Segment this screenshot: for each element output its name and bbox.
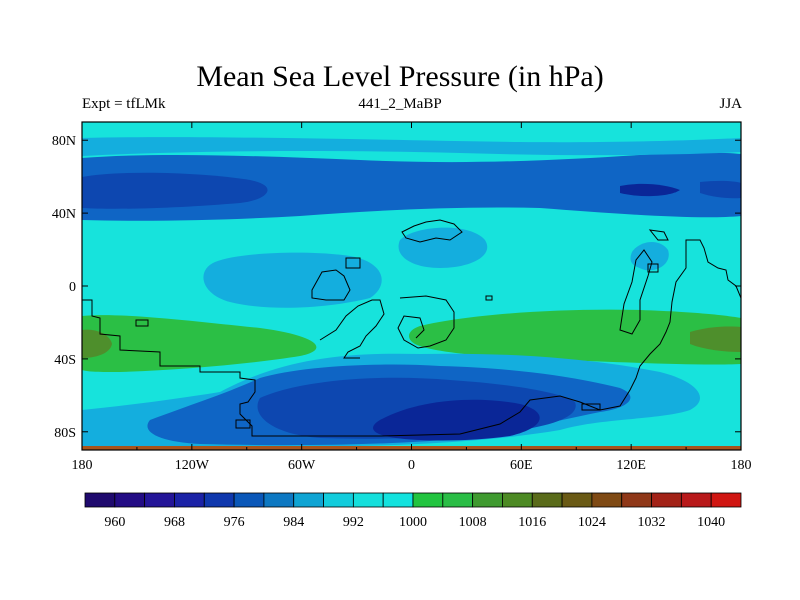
- colorbar-swatch: [203, 492, 235, 508]
- subtropical-high-east-core: [690, 326, 741, 352]
- colorbar-swatch: [710, 492, 742, 508]
- colorbar-swatch: [382, 492, 414, 508]
- colorbar-swatch: [442, 492, 474, 508]
- y-tick-label: 0: [69, 280, 76, 295]
- subtropical-high-east: [408, 309, 741, 365]
- experiment-label: Expt = tfLMk: [82, 96, 166, 112]
- colorbar-swatch: [680, 492, 712, 508]
- subtropical-high-west-core: [82, 329, 112, 358]
- colorbar-label: 1000: [399, 515, 427, 530]
- north-low-core-east2: [700, 180, 741, 199]
- colorbar-label: 1040: [697, 515, 725, 530]
- y-tick-label: 40S: [54, 353, 76, 368]
- colorbar-label: 1016: [518, 515, 546, 530]
- season-label: JJA: [719, 96, 742, 112]
- colorbar-swatch: [621, 492, 652, 508]
- colorbar-swatch: [352, 492, 384, 508]
- colorbar-label: 1024: [578, 515, 606, 530]
- pressure-field: [82, 122, 741, 450]
- colorbar-swatch: [412, 492, 444, 508]
- north-low-band: [82, 152, 741, 221]
- colorbar-swatch: [233, 492, 265, 508]
- colorbar-label: 976: [224, 515, 245, 530]
- colorbar-swatch: [591, 492, 623, 508]
- colorbar-swatch: [263, 492, 295, 508]
- colorbar-swatch: [293, 492, 324, 508]
- north-low-core-east: [620, 183, 680, 197]
- y-tick-label: 80S: [54, 426, 76, 441]
- colorbar-swatch: [144, 492, 175, 508]
- chart-title: Mean Sea Level Pressure (in hPa): [196, 60, 604, 93]
- y-tick-label: 80N: [52, 134, 76, 149]
- x-tick-label: 60E: [510, 458, 533, 473]
- colorbar-swatch: [502, 492, 533, 508]
- colorbar-label: 960: [104, 515, 125, 530]
- colorbar-swatch: [174, 492, 205, 508]
- x-tick-label: 0: [408, 458, 415, 473]
- colorbar-swatch: [323, 492, 354, 508]
- subtropical-high-west: [82, 315, 317, 372]
- y-tick-label: 40N: [52, 207, 76, 222]
- x-tick-label: 60W: [288, 458, 316, 473]
- colorbar-label: 1008: [459, 515, 487, 530]
- x-tick-label: 180: [731, 458, 752, 473]
- equatorial-low-west: [203, 252, 382, 308]
- x-tick-label: 180: [72, 458, 93, 473]
- colorbar-swatch: [114, 492, 146, 508]
- colorbar-label: 1032: [638, 515, 666, 530]
- north-upper-band: [82, 137, 741, 156]
- colorbar-label: 984: [283, 515, 304, 530]
- colorbar-label: 992: [343, 515, 364, 530]
- colorbar-swatch: [84, 492, 116, 508]
- colorbar-swatch: [472, 492, 503, 508]
- period-label: 441_2_MaBP: [358, 96, 442, 112]
- southern-low-core: [373, 399, 540, 441]
- north-low-core: [82, 172, 268, 209]
- colorbar-swatch: [531, 492, 563, 508]
- colorbar: 960 968 976 984 992 1000 1008 1016 1024 1032 1040: [84, 492, 742, 530]
- x-tick-label: 120E: [616, 458, 646, 473]
- y-axis: 80N 40N 0 40S 80S: [52, 134, 741, 441]
- equatorial-low-africa: [398, 227, 488, 268]
- colorbar-swatch: [561, 492, 593, 508]
- coastlines: [82, 219, 741, 437]
- colorbar-label: 968: [164, 515, 185, 530]
- equatorial-low-asia: [630, 241, 669, 271]
- x-axis: 180 120W 60W 0 60E 120E 180: [72, 122, 752, 473]
- colorbar-swatch: [651, 492, 682, 508]
- x-tick-label: 120W: [175, 458, 210, 473]
